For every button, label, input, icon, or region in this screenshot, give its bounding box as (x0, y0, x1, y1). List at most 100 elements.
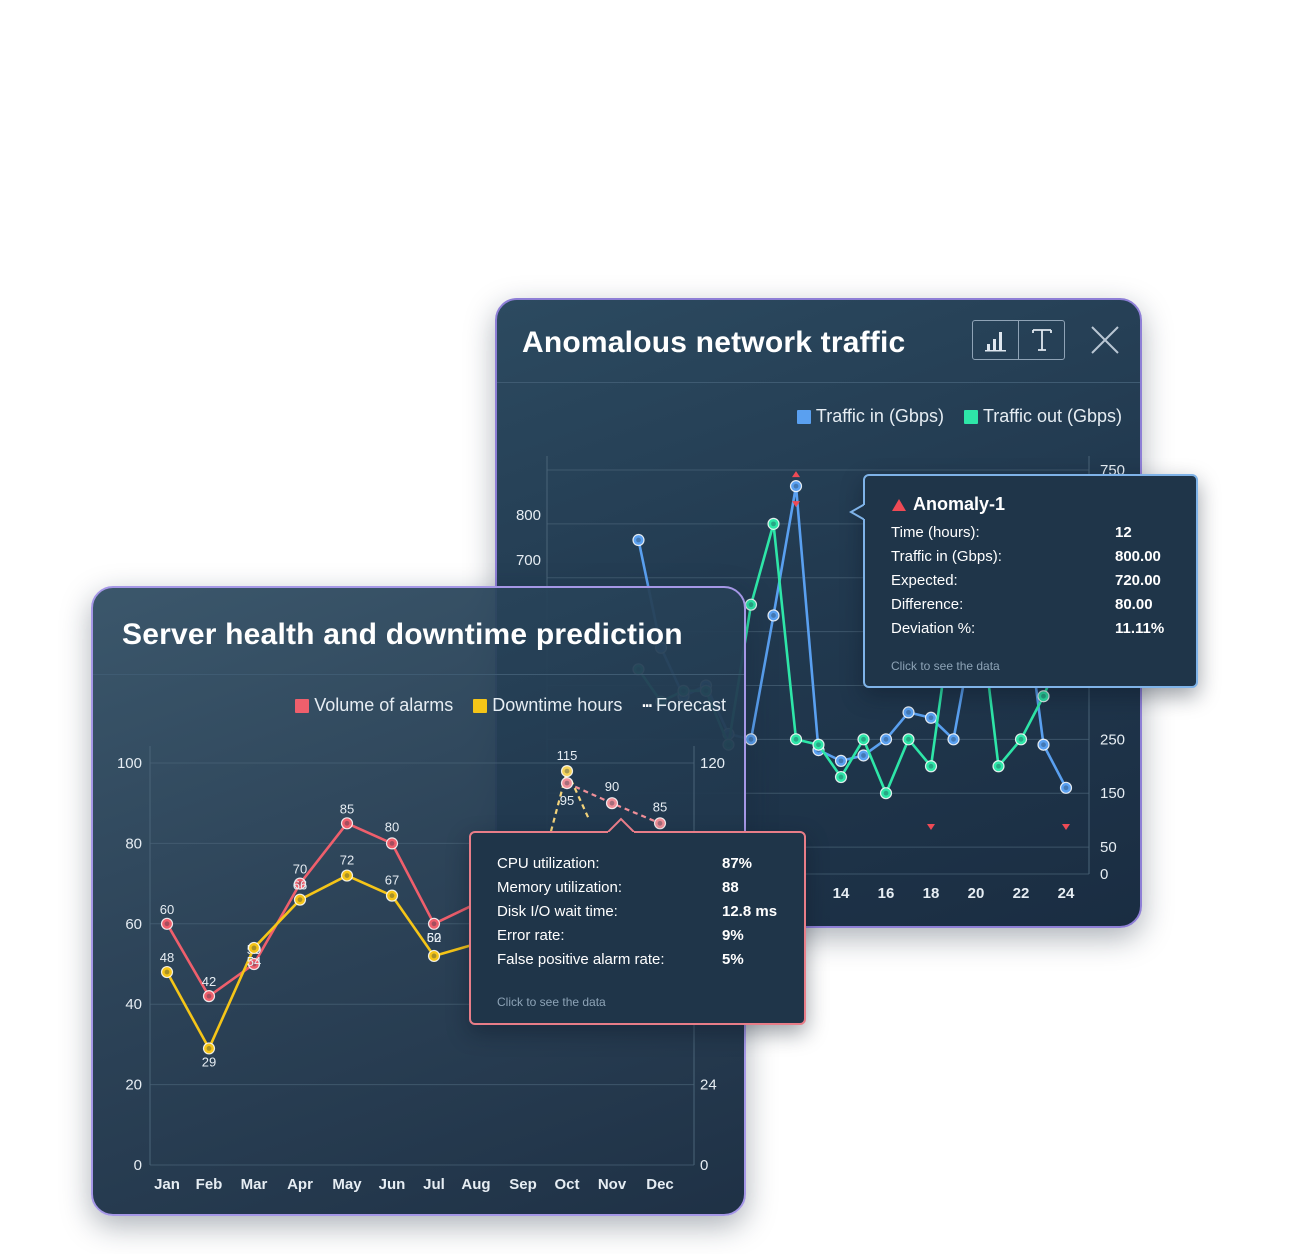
legend-label: Volume of alarms (314, 695, 454, 715)
data-point (879, 787, 893, 800)
data-point-core (206, 993, 212, 999)
y-tick-label: 0 (134, 1157, 142, 1174)
data-label: 70 (293, 862, 307, 877)
tooltip-value: 11.11% (1115, 620, 1165, 637)
text-icon[interactable] (1018, 321, 1064, 359)
data-point-core (431, 953, 437, 959)
data-point-core (344, 820, 350, 826)
data-point (947, 733, 960, 746)
legend-item-alarms[interactable]: Volume of alarms (295, 695, 453, 716)
legend-swatch (473, 698, 488, 713)
series-line-alarms (165, 822, 477, 998)
data-point (992, 760, 1005, 773)
data-point-core (748, 736, 754, 742)
data-label: 54 (247, 954, 261, 969)
network-legend: Traffic in (Gbps) Traffic out (Gbps) (796, 406, 1122, 427)
legend-swatch (796, 409, 811, 424)
x-tick-label: 14 (833, 885, 850, 902)
data-point (789, 480, 803, 493)
see-data-link[interactable]: Click to see the data (891, 659, 1000, 673)
forecast-point-core (609, 800, 615, 806)
data-label: 85 (340, 801, 354, 816)
data-label: 67 (385, 873, 399, 888)
x-tick-label: Apr (287, 1176, 313, 1193)
legend-item-traffic-in[interactable]: Traffic in (Gbps) (796, 406, 944, 427)
data-point (340, 869, 354, 882)
tooltip-label: Deviation %: (891, 620, 976, 637)
data-point (385, 837, 399, 850)
x-tick-label: Jun (379, 1176, 406, 1193)
data-point (293, 893, 307, 906)
data-point-core (906, 710, 911, 715)
x-tick-label: Jan (154, 1176, 180, 1193)
data-point (902, 733, 915, 746)
bar-chart-icon[interactable] (973, 321, 1018, 359)
data-point-core (928, 715, 934, 721)
forecast-point-core (564, 780, 570, 786)
anomaly-tooltip: Anomaly-1 Time (hours): 12 Traffic in (G… (849, 474, 1198, 688)
anomaly-down-icon (1062, 824, 1070, 830)
forecast-point (560, 765, 574, 778)
see-data-link[interactable]: Click to see the data (497, 995, 606, 1009)
data-point-core (1018, 736, 1024, 742)
data-label: 72 (340, 853, 354, 868)
data-label: 29 (202, 1054, 216, 1069)
data-point-core (344, 873, 350, 878)
close-icon[interactable] (1087, 322, 1123, 358)
data-label: 48 (160, 950, 174, 965)
tooltip-value: 800.00 (1115, 548, 1161, 565)
y-tick-label-right: 250 (1100, 731, 1125, 748)
data-point (293, 877, 307, 890)
legend-item-downtime[interactable]: Downtime hours (473, 695, 622, 716)
tooltip-label: Expected: (891, 572, 958, 589)
tooltip-title-text: Anomaly-1 (913, 494, 1006, 514)
x-tick-label: 18 (923, 885, 940, 902)
data-label: 85 (653, 799, 667, 814)
data-point-core (389, 893, 395, 899)
data-point (1037, 690, 1050, 703)
data-point-core (164, 921, 170, 927)
y-tick-label-right: 24 (700, 1077, 717, 1094)
x-tick-label: Sep (509, 1176, 537, 1193)
title-divider (93, 674, 744, 675)
data-label: 60 (160, 902, 174, 917)
data-label: 52 (427, 930, 441, 945)
tooltip-label: Traffic in (Gbps): (891, 548, 1002, 565)
tooltip-value: 12.8 ms (722, 903, 778, 920)
forecast-point (560, 777, 574, 790)
legend-item-traffic-out[interactable]: Traffic out (Gbps) (963, 406, 1122, 427)
x-tick-label: 22 (1013, 885, 1030, 902)
data-point (247, 957, 261, 971)
y-tick-label: 700 (516, 552, 541, 569)
data-point-core (251, 945, 257, 951)
data-point-core (883, 790, 889, 796)
data-point (202, 990, 216, 1003)
data-label: 66 (293, 878, 307, 893)
tooltip-value: 5% (722, 951, 744, 968)
x-tick-label: 20 (968, 885, 985, 902)
data-point (767, 517, 780, 530)
data-point-core (251, 961, 257, 967)
data-point-core (816, 742, 821, 748)
data-point (427, 917, 441, 930)
data-point-core (164, 969, 170, 975)
forecast-point-core (564, 768, 570, 774)
x-tick-label: 24 (1058, 885, 1075, 902)
legend-label: Downtime hours (492, 695, 623, 715)
forecast-point (653, 817, 667, 830)
x-tick-label: 16 (878, 885, 895, 902)
forecast-point-core (657, 820, 663, 826)
data-point (767, 609, 780, 622)
data-point (789, 733, 803, 746)
data-point (385, 889, 399, 902)
data-point-core (297, 881, 303, 886)
legend-item-forecast[interactable]: ┅ Forecast (642, 695, 726, 716)
data-point-core (1041, 742, 1046, 748)
data-point-core (206, 1046, 212, 1051)
anomaly-up-icon (792, 471, 800, 478)
data-point-core (771, 613, 776, 618)
legend-label: Traffic in (Gbps) (815, 406, 944, 426)
title-divider (497, 382, 1140, 383)
data-point (160, 965, 174, 979)
data-point-core (883, 736, 889, 742)
